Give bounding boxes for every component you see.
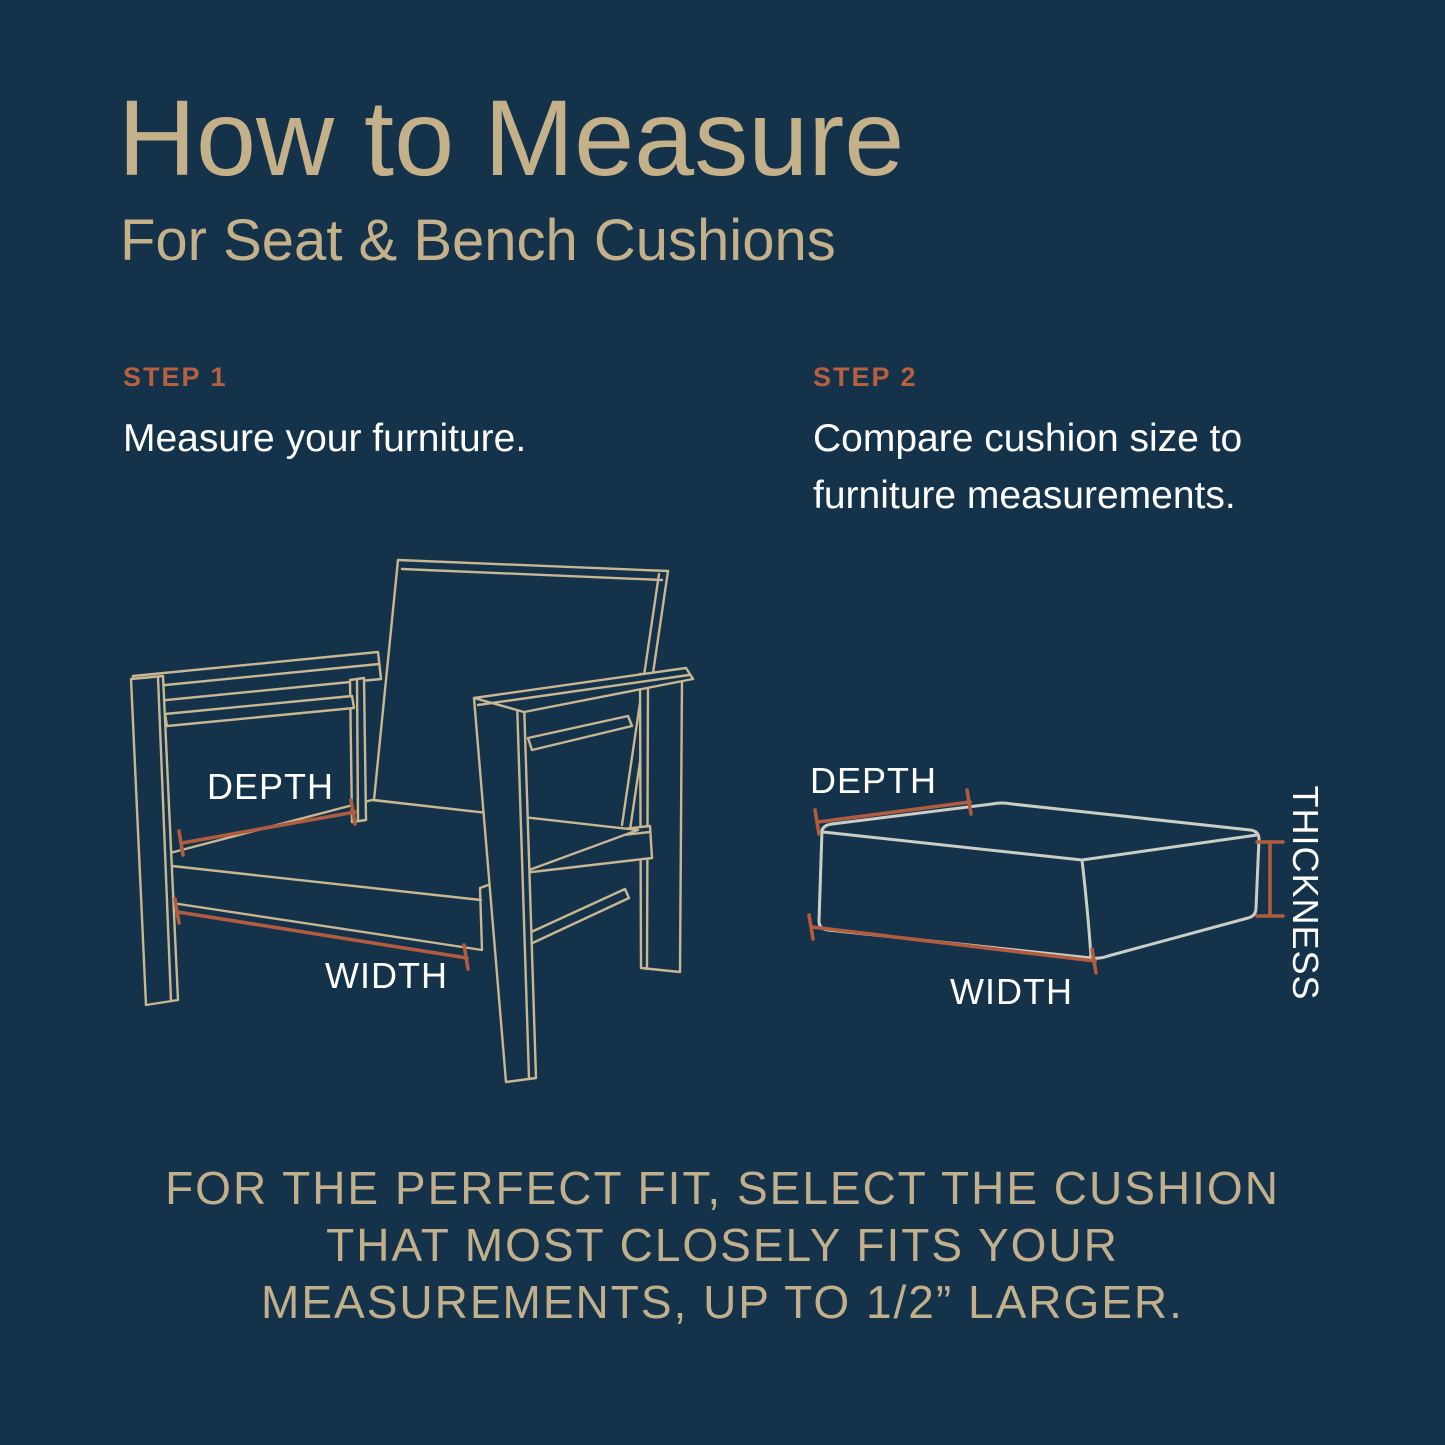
footer-line-2: THAT MOST CLOSELY FITS YOUR [326, 1219, 1119, 1272]
chair-left-arm-post [348, 676, 368, 824]
cushion-thickness-label: THICKNESS [1285, 785, 1326, 1001]
step-1-text: Measure your furniture. [123, 417, 527, 460]
chair-diagram [129, 558, 695, 1084]
step-1-block: STEP 1 Measure your furniture. [123, 362, 723, 468]
cushion-thickness-measure-line [1255, 840, 1285, 918]
cushion-depth-measure-line [813, 788, 973, 836]
chair-width-measure-line [173, 897, 470, 971]
page-title: How to Measure [118, 77, 905, 198]
chair-left-arm [131, 650, 383, 705]
step-2-label: STEP 2 [813, 362, 918, 392]
cushion-diagram [807, 788, 1285, 975]
footer-note: FOR THE PERFECT FIT, SELECT THE CUSHION … [0, 1160, 1445, 1331]
cushion-width-label: WIDTH [950, 971, 1073, 1012]
step-2-text: Compare cushion size to furniture measur… [813, 417, 1243, 517]
chair-right-underarm-rail [526, 714, 634, 752]
footer-line-1: FOR THE PERFECT FIT, SELECT THE CUSHION [165, 1162, 1280, 1214]
cushion-width-measure-line [807, 913, 1098, 975]
chair-depth-measure-line [177, 798, 357, 857]
page-subtitle: For Seat & Bench Cushions [120, 208, 836, 273]
step-1-label: STEP 1 [123, 362, 228, 392]
chair-depth-label: DEPTH [207, 766, 335, 807]
chair-width-label: WIDTH [325, 955, 448, 996]
chair-left-front-leg [129, 674, 180, 1007]
cushion-depth-label: DEPTH [810, 760, 938, 801]
chair-left-underarm-rail [163, 694, 356, 728]
step-2-block: STEP 2 Compare cushion size to furniture… [813, 362, 1333, 524]
chair-right-front-leg [472, 696, 538, 1084]
chair-rear-right-leg [638, 672, 684, 974]
chair-right-arm [472, 666, 695, 714]
footer-line-3: MEASUREMENTS, UP TO 1/2” LARGER. [261, 1276, 1184, 1329]
